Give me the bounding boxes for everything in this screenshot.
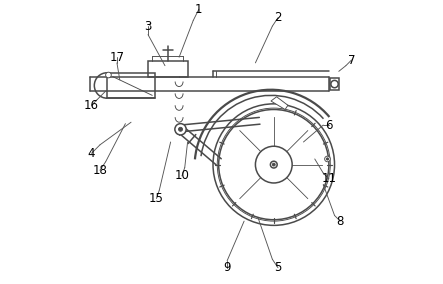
Text: 18: 18 [93, 164, 107, 177]
Circle shape [331, 80, 338, 88]
Text: 5: 5 [274, 261, 282, 274]
Bar [330, 78, 339, 90]
Text: 3: 3 [144, 20, 152, 33]
Text: 6: 6 [325, 118, 333, 131]
Text: 7: 7 [348, 54, 355, 66]
Bar [148, 61, 187, 77]
Text: 4: 4 [88, 147, 95, 160]
Text: 10: 10 [175, 170, 189, 182]
Circle shape [105, 72, 111, 78]
Circle shape [175, 124, 186, 135]
Text: 15: 15 [149, 192, 164, 205]
Text: 9: 9 [223, 261, 231, 274]
Text: 17: 17 [109, 51, 124, 64]
Text: 1: 1 [195, 3, 202, 16]
Text: 11: 11 [321, 172, 336, 185]
Circle shape [325, 156, 330, 162]
Bar [107, 73, 155, 98]
Circle shape [272, 163, 275, 166]
Circle shape [326, 158, 329, 160]
Polygon shape [271, 97, 288, 110]
Text: 16: 16 [84, 99, 99, 112]
Text: 2: 2 [274, 11, 282, 24]
Circle shape [270, 161, 277, 168]
Circle shape [179, 127, 183, 131]
Text: 8: 8 [337, 215, 344, 228]
